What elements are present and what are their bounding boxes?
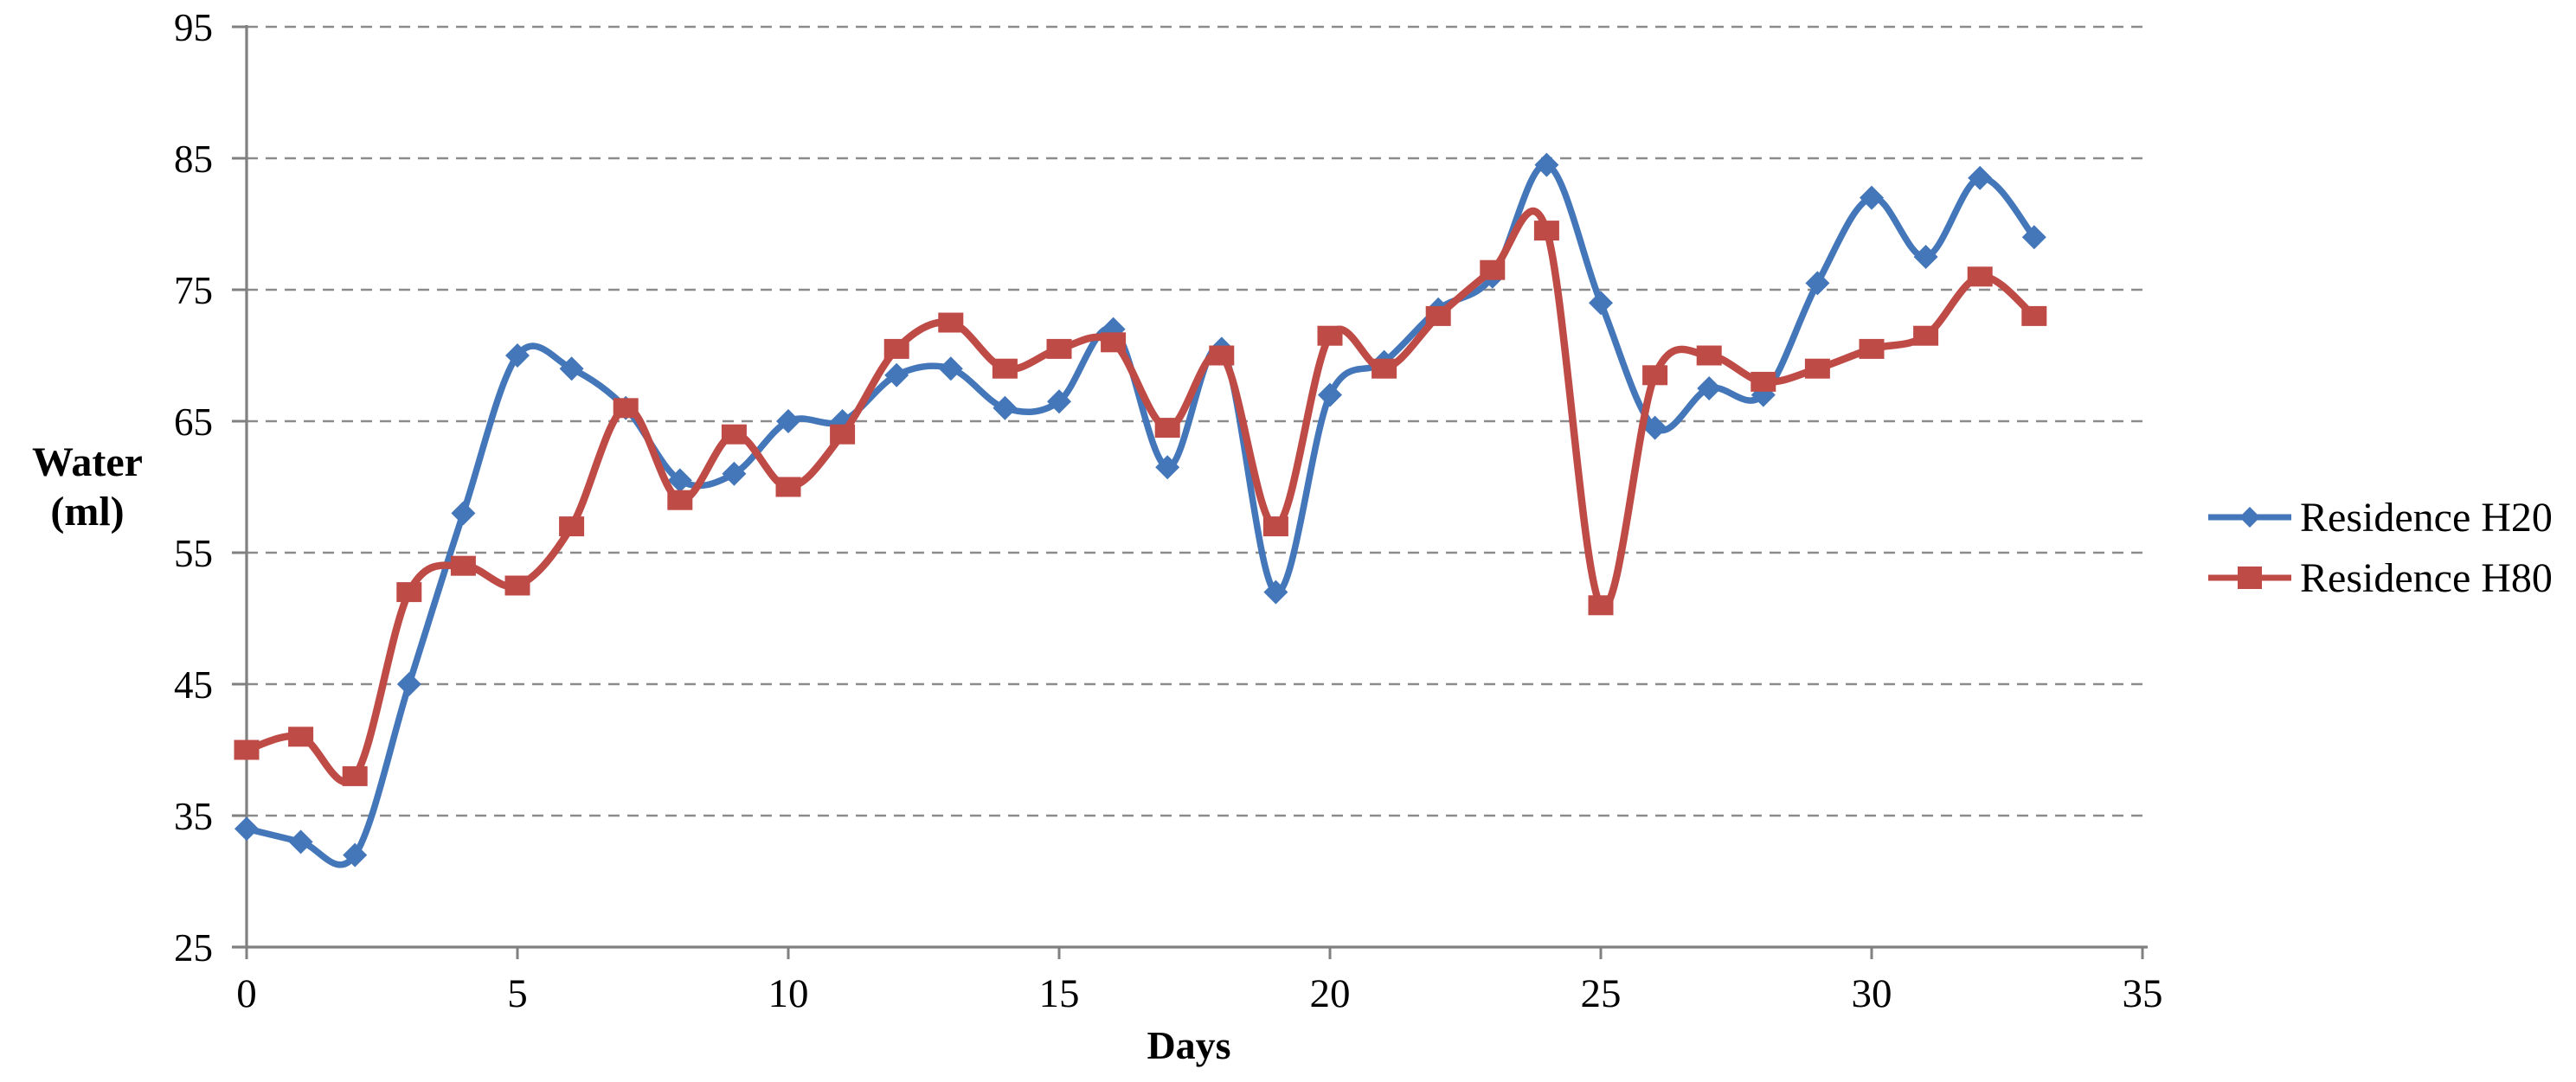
y-tick-label: 35 <box>174 795 213 838</box>
data-point-h80 <box>830 424 856 445</box>
data-point-h80 <box>1533 221 1559 241</box>
data-point-h80 <box>938 312 964 333</box>
data-point-h20 <box>1589 291 1613 316</box>
data-point-h20 <box>1642 415 1667 440</box>
legend-line-square-icon <box>2208 567 2291 589</box>
data-point-h80 <box>1588 595 1614 616</box>
legend-entry-h80: Residence H80 <box>2205 547 2553 608</box>
y-axis-title-line2: (ml) <box>50 489 125 535</box>
x-tick-label: 5 <box>507 971 528 1016</box>
data-point-h80 <box>992 358 1018 379</box>
data-point-h20 <box>2021 225 2046 250</box>
data-point-h20 <box>1318 382 1342 407</box>
data-point-h80 <box>1046 338 1072 359</box>
data-point-h80 <box>613 398 639 419</box>
data-point-h80 <box>1804 358 1830 379</box>
data-point-h20 <box>343 842 368 868</box>
legend-entry-h20: Residence H20 <box>2205 487 2553 547</box>
data-point-h80 <box>1751 371 1776 392</box>
x-tick-label: 15 <box>1039 971 1080 1016</box>
y-axis-title-line1: Water <box>32 439 143 485</box>
data-point-h20 <box>938 356 963 381</box>
data-point-h20 <box>234 816 259 842</box>
x-tick-label: 30 <box>1852 971 1892 1016</box>
data-point-h20 <box>1860 185 1884 210</box>
x-tick-label: 35 <box>2123 971 2163 1016</box>
data-point-h80 <box>1209 345 1235 366</box>
data-point-h80 <box>1642 365 1668 386</box>
data-point-h20 <box>722 461 747 486</box>
data-point-h80 <box>342 765 368 786</box>
data-point-h80 <box>1317 325 1343 346</box>
y-axis-title: Water (ml) <box>14 438 161 536</box>
data-point-h20 <box>1534 152 1559 177</box>
y-tick-label: 45 <box>174 663 213 707</box>
data-point-h80 <box>721 424 747 445</box>
data-point-h20 <box>1263 579 1288 605</box>
y-tick-label: 85 <box>174 138 213 181</box>
data-point-h80 <box>883 338 909 359</box>
data-point-h80 <box>1859 338 1885 359</box>
y-tick-label: 55 <box>174 532 213 575</box>
data-point-h20 <box>776 409 800 433</box>
data-point-h80 <box>504 575 530 596</box>
data-point-h80 <box>1696 345 1722 366</box>
data-point-h80 <box>1425 305 1451 326</box>
series-line-h20 <box>243 161 2038 868</box>
x-tick-label: 20 <box>1310 971 1351 1016</box>
data-point-h20 <box>559 356 584 381</box>
data-point-h20 <box>1968 165 1993 190</box>
data-point-h80 <box>2021 305 2047 326</box>
data-point-h20 <box>1697 376 1722 400</box>
data-point-h80 <box>450 555 476 576</box>
data-point-h80 <box>234 739 260 760</box>
data-point-h20 <box>451 501 476 526</box>
data-point-h80 <box>1154 418 1180 439</box>
data-point-h20 <box>396 672 421 696</box>
chart-legend: Residence H20 Residence H80 <box>2205 487 2553 608</box>
x-tick-label: 25 <box>1581 971 1622 1016</box>
y-tick-label: 95 <box>174 6 213 49</box>
data-point-h80 <box>1967 266 1993 287</box>
data-point-h80 <box>775 477 801 497</box>
legend-line-diamond-icon <box>2208 507 2291 528</box>
y-tick-label: 25 <box>174 926 213 970</box>
data-point-h80 <box>667 490 693 510</box>
data-point-h20 <box>288 829 313 855</box>
x-axis-title: Days <box>1147 1023 1231 1067</box>
legend-label-h20: Residence H20 <box>2300 494 2553 541</box>
y-tick-label: 75 <box>174 269 213 312</box>
data-point-h20 <box>884 362 909 387</box>
data-point-h20 <box>1805 271 1830 296</box>
data-point-h80 <box>1480 259 1506 280</box>
x-tick-label: 0 <box>236 971 257 1016</box>
data-point-h80 <box>1913 325 1939 346</box>
data-point-h80 <box>1372 358 1397 379</box>
legend-label-h80: Residence H80 <box>2300 554 2553 601</box>
data-point-h80 <box>1101 332 1127 353</box>
data-point-h20 <box>667 468 692 493</box>
data-point-h20 <box>1913 245 1938 269</box>
data-point-h20 <box>505 343 530 368</box>
y-tick-label: 65 <box>174 400 213 444</box>
series-line-h80 <box>242 208 2039 786</box>
x-tick-label: 10 <box>768 971 809 1016</box>
data-point-h80 <box>559 516 585 537</box>
data-point-h20 <box>1155 455 1180 480</box>
data-point-h20 <box>992 395 1018 420</box>
data-point-h80 <box>396 582 422 603</box>
data-point-h20 <box>1047 389 1071 414</box>
data-point-h80 <box>288 727 314 747</box>
data-point-h80 <box>1262 516 1288 537</box>
